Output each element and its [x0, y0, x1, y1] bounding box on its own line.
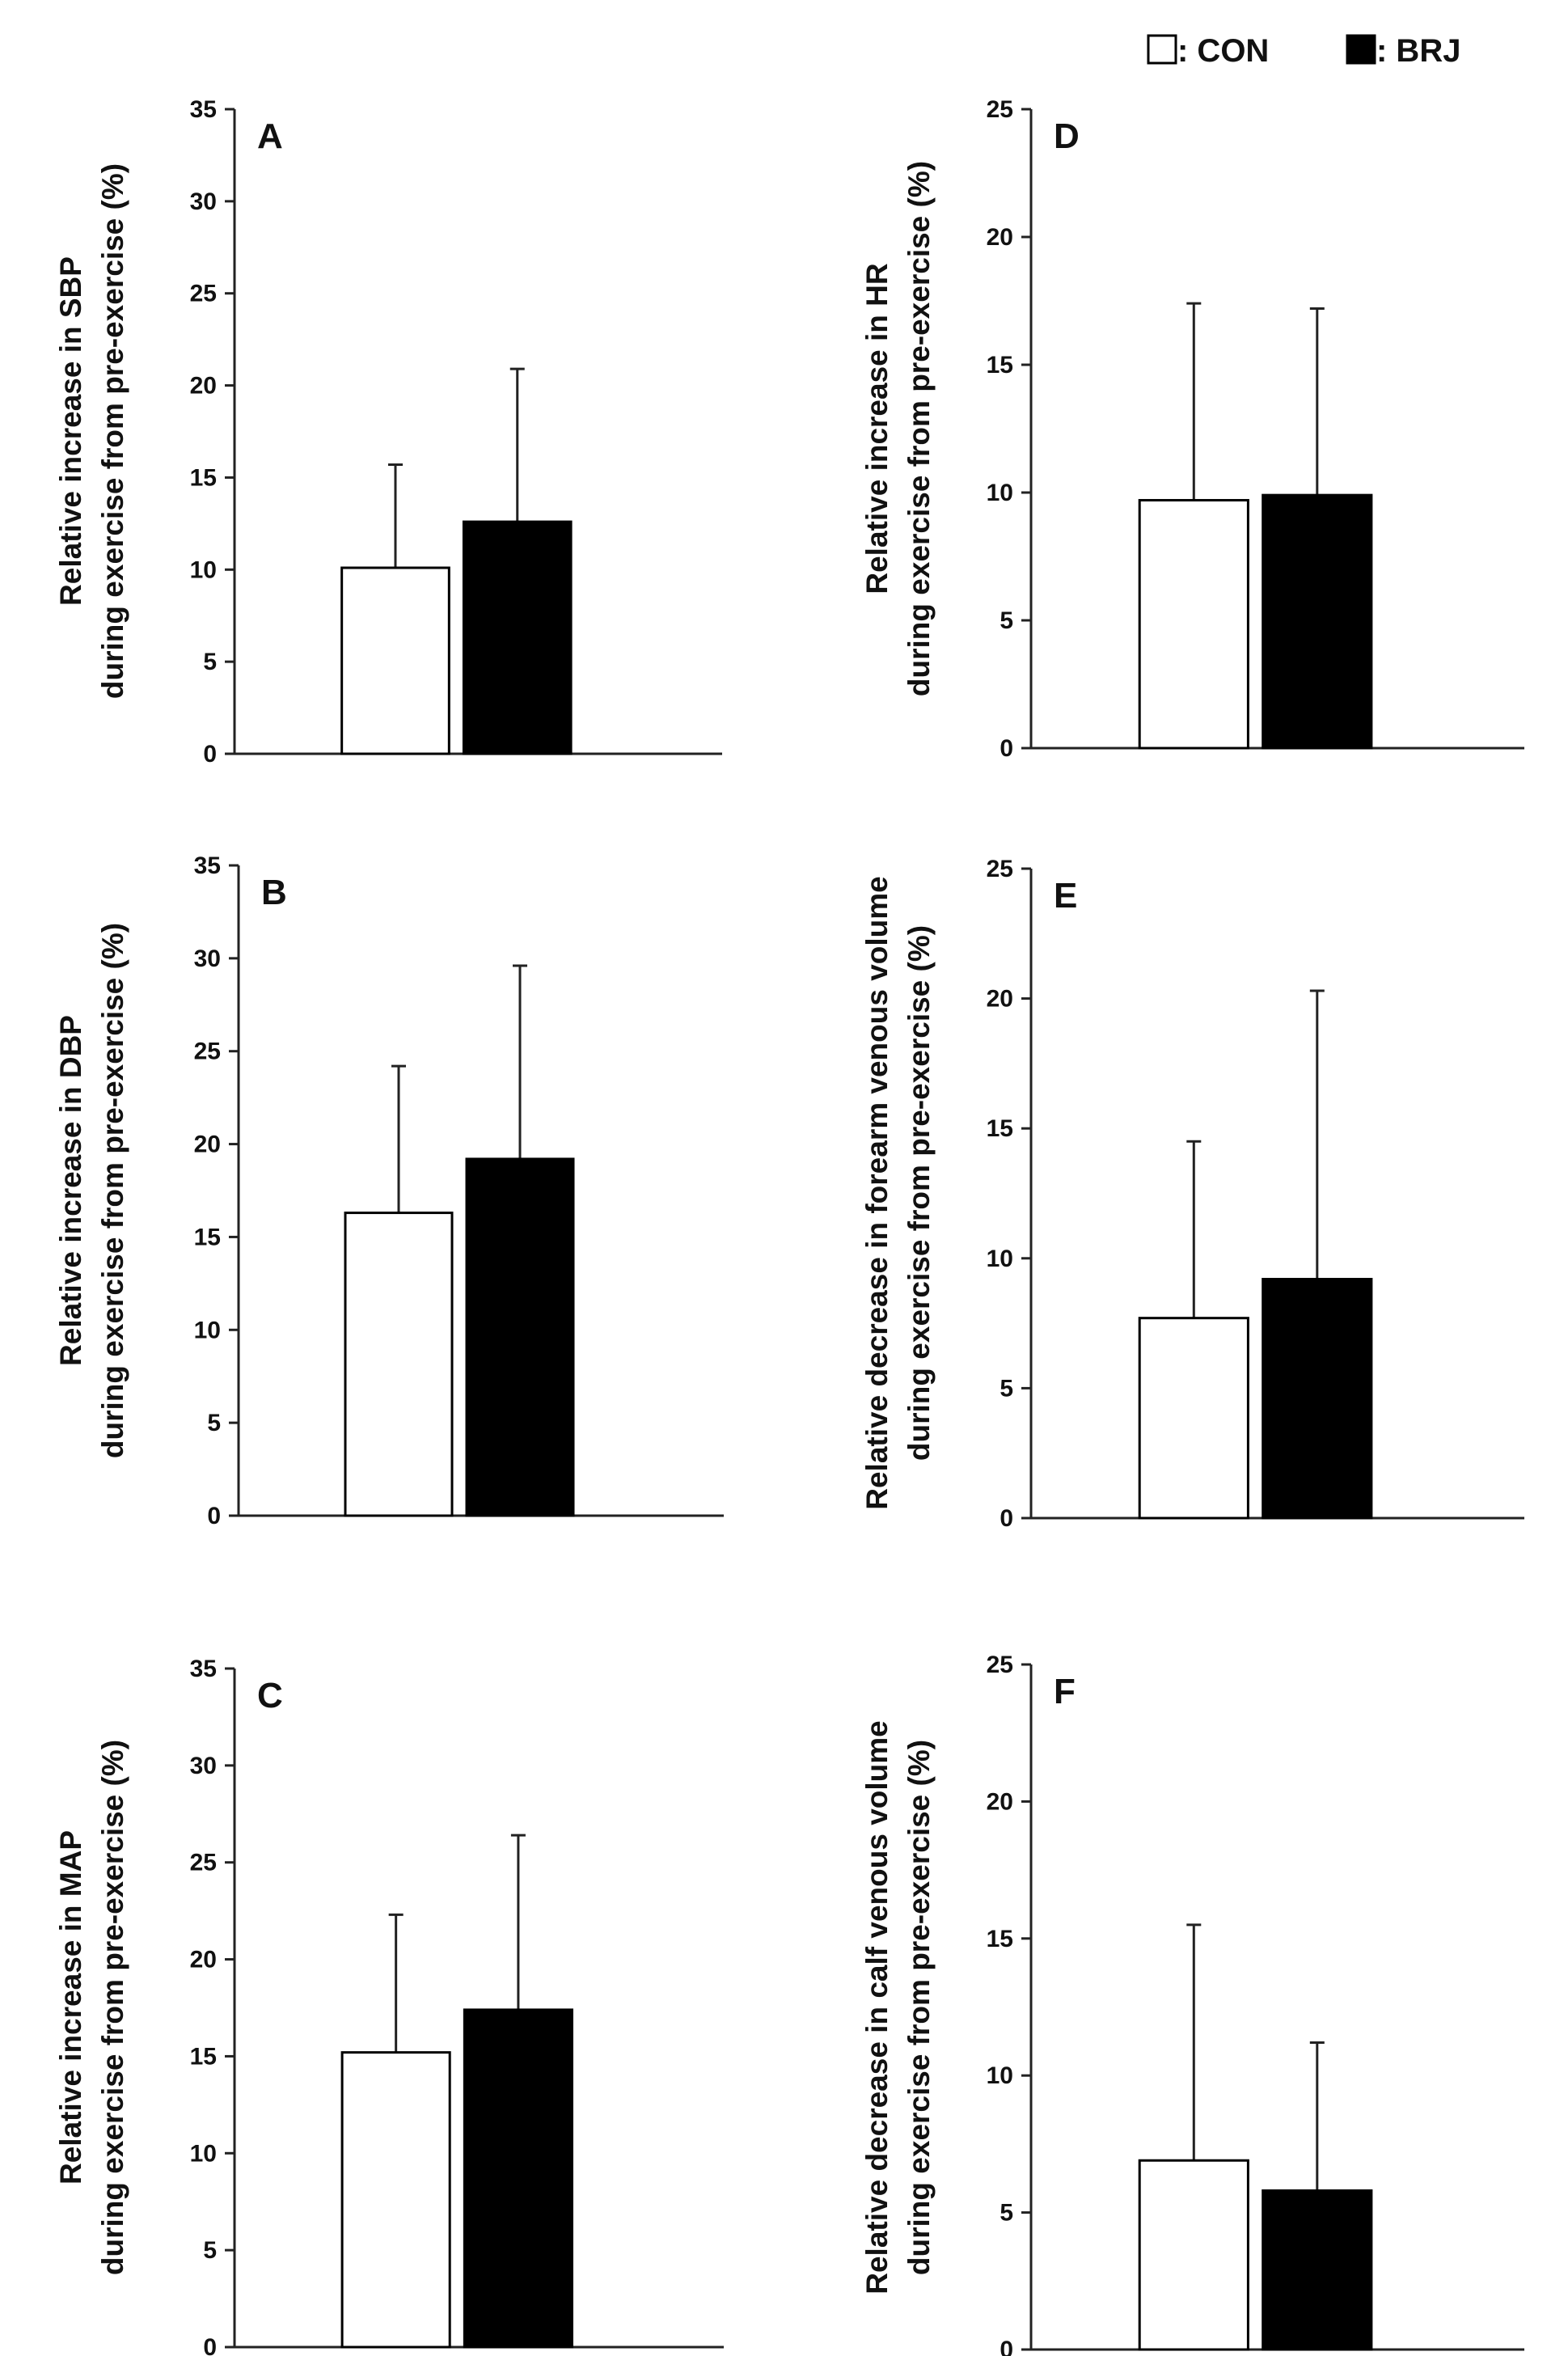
y-tick-label-d: 20 — [987, 224, 1013, 251]
bar-b-con — [344, 1212, 454, 1517]
y-axis-label-line-b: during exercise from pre-exercise (%) — [96, 923, 129, 1458]
y-tick-label-f: 5 — [1000, 2200, 1013, 2227]
y-tick-label-b: 20 — [194, 1131, 221, 1158]
y-tick-label-a: 20 — [190, 373, 217, 400]
y-tick-label-c: 20 — [190, 1947, 217, 1973]
y-tick-label-a: 10 — [190, 556, 217, 583]
legend-label-con: : CON — [1177, 33, 1269, 69]
y-axis-label-line-c: Relative increase in MAP — [54, 1830, 87, 2185]
panel-d: 0 5 10 15 20 25 D Relative increase in HR during… — [860, 96, 1524, 762]
y-tick-label-c: 0 — [203, 2334, 217, 2356]
legend: : CON : BRJ — [1147, 33, 1460, 69]
y-tick-label-d: 15 — [987, 352, 1013, 379]
y-tick-label-b: 0 — [207, 1503, 221, 1529]
y-tick-label-a: 0 — [203, 741, 217, 768]
y-tick-label-f: 25 — [987, 1652, 1013, 1678]
y-tick-label-a: 35 — [190, 96, 217, 123]
y-axis-label-line-e: during exercise from pre-exercise (%) — [902, 925, 936, 1461]
y-axis-label-c: Relative increase in MAP during exercise … — [54, 1740, 129, 2275]
bar-f-brj — [1262, 2189, 1373, 2351]
y-tick-label-d: 5 — [1000, 607, 1013, 634]
panel-letter-b: B — [261, 873, 287, 912]
y-axis-label-f: Relative decrease in calf venous volume d… — [860, 1720, 936, 2295]
y-tick-label-e: 15 — [987, 1115, 1013, 1142]
y-axis-label-line-f: during exercise from pre-exercise (%) — [902, 1740, 936, 2275]
y-tick-label-f: 10 — [987, 2062, 1013, 2089]
y-tick-label-c: 25 — [190, 1850, 217, 1876]
bar-e-brj — [1262, 1277, 1373, 1520]
y-tick-label-b: 10 — [194, 1317, 221, 1343]
bar-f-con — [1138, 2159, 1249, 2351]
panel-a: 0 5 10 15 20 25 30 35 A Relative increase in SBP d… — [54, 96, 722, 768]
panel-letter-a: A — [257, 116, 283, 156]
y-tick-label-f: 20 — [987, 1788, 1013, 1815]
y-tick-label-e: 5 — [1000, 1375, 1013, 1402]
y-tick-label-a: 5 — [203, 649, 217, 675]
bar-b-brj — [465, 1157, 575, 1517]
legend-swatch-con — [1147, 34, 1177, 65]
panel-letter-e: E — [1054, 876, 1077, 916]
y-tick-label-b: 25 — [194, 1038, 221, 1065]
panel-c: 0 5 10 15 20 25 30 35 C Relative increase in MAP d… — [54, 1656, 724, 2356]
bar-d-con — [1138, 498, 1249, 750]
y-tick-label-f: 0 — [1000, 2337, 1013, 2356]
y-tick-label-b: 35 — [194, 852, 221, 879]
y-tick-label-c: 10 — [190, 2140, 217, 2167]
y-axis-label-e: Relative decrease in forearm venous volu… — [860, 876, 936, 1510]
y-tick-label-a: 30 — [190, 188, 217, 215]
panel-f: 0 5 10 15 20 25 F Relative decrease in calf ven… — [860, 1652, 1524, 2356]
panel-letter-f: F — [1054, 1672, 1076, 1711]
y-axis-label-line-d: Relative increase in HR — [860, 263, 894, 594]
bar-d-brj — [1262, 493, 1373, 750]
y-tick-label-b: 30 — [194, 945, 221, 972]
bar-a-con — [340, 566, 450, 755]
legend-swatch-brj — [1346, 34, 1376, 65]
y-tick-label-f: 15 — [987, 1926, 1013, 1952]
y-axis-label-line-b: Relative increase in DBP — [54, 1015, 87, 1366]
y-tick-label-e: 20 — [987, 986, 1013, 1013]
y-tick-label-e: 25 — [987, 856, 1013, 882]
y-axis-label-line-d: during exercise from pre-exercise (%) — [902, 161, 936, 696]
y-tick-label-d: 10 — [987, 480, 1013, 506]
bar-e-con — [1138, 1317, 1249, 1520]
y-tick-label-d: 0 — [1000, 735, 1013, 762]
y-axis-label-line-a: during exercise from pre-exercise (%) — [96, 163, 129, 699]
panel-b: 0 5 10 15 20 25 30 35 B Relative increase in DBP d… — [54, 852, 724, 1529]
y-axis-label-line-a: Relative increase in SBP — [54, 256, 87, 606]
bar-c-con — [340, 2051, 451, 2349]
panel-letter-d: D — [1054, 116, 1080, 156]
y-tick-label-c: 5 — [203, 2237, 217, 2264]
y-axis-label-a: Relative increase in SBP during exercise … — [54, 163, 129, 699]
y-axis-label-line-e: Relative decrease in forearm venous volu… — [860, 876, 894, 1510]
y-axis-label-b: Relative increase in DBP during exercise … — [54, 923, 129, 1458]
y-tick-label-c: 35 — [190, 1656, 217, 1682]
panel-e: 0 5 10 15 20 25 E Relative decrease in forearm … — [860, 856, 1524, 1532]
bar-a-brj — [462, 520, 573, 755]
legend-label-brj: : BRJ — [1376, 33, 1460, 69]
y-tick-label-c: 30 — [190, 1753, 217, 1779]
y-tick-label-d: 25 — [987, 96, 1013, 123]
y-tick-label-e: 0 — [1000, 1505, 1013, 1532]
y-axis-label-line-c: during exercise from pre-exercise (%) — [96, 1740, 129, 2275]
y-tick-label-a: 25 — [190, 281, 217, 307]
panel-letter-c: C — [257, 1676, 283, 1715]
y-tick-label-e: 10 — [987, 1246, 1013, 1272]
y-tick-label-a: 15 — [190, 464, 217, 491]
y-axis-label-d: Relative increase in HR during exercise f… — [860, 161, 936, 696]
bar-c-brj — [463, 2008, 573, 2349]
y-axis-label-line-f: Relative decrease in calf venous volume — [860, 1720, 894, 2295]
panels: 0 5 10 15 20 25 30 35 A Relative increase in SBP d… — [54, 96, 1524, 2356]
y-tick-label-c: 15 — [190, 2043, 217, 2070]
y-tick-label-b: 5 — [207, 1410, 221, 1436]
y-tick-label-b: 15 — [194, 1224, 221, 1250]
